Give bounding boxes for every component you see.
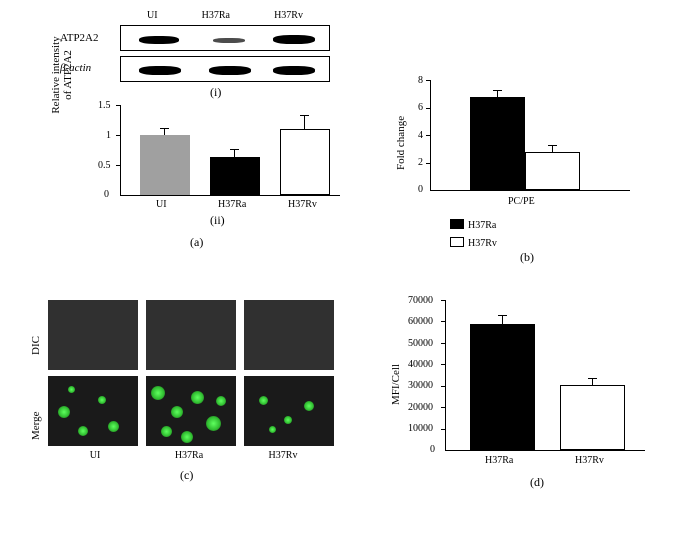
d-ytick-60k: 60000 xyxy=(408,316,433,327)
blot-col-headers: UI H37Ra H37Rv xyxy=(125,10,325,21)
b-ytick-6: 6 xyxy=(418,102,423,113)
b-bar-h37rv xyxy=(525,152,580,190)
b-ytick-0: 0 xyxy=(418,184,423,195)
d-ytick-40k: 40000 xyxy=(408,359,433,370)
legend-swatch-black xyxy=(450,219,464,229)
b-ytick-8: 8 xyxy=(418,75,423,86)
b-xaxis xyxy=(430,190,630,191)
c-row-dic: DIC xyxy=(30,336,42,355)
panel-b: 0 2 4 6 8 Fold change PC/PE H37Ra H37Rv … xyxy=(390,80,650,260)
d-bar-h37ra xyxy=(470,324,535,450)
c-merge-row xyxy=(48,376,334,451)
a-xtick-ui: UI xyxy=(156,199,167,210)
a-bar-h37ra xyxy=(210,157,260,195)
a-ytick-05: 0.5 xyxy=(98,160,111,171)
d-yaxis xyxy=(445,300,446,450)
b-legend: H37Ra H37Rv xyxy=(450,215,497,251)
c-col-labels: UI H37Ra H37Rv xyxy=(48,450,330,461)
d-xaxis xyxy=(445,450,645,451)
d-xtick-h37ra: H37Ra xyxy=(485,455,513,466)
a-bar-ui xyxy=(140,135,190,195)
panel-d: 0 10000 20000 30000 40000 50000 60000 70… xyxy=(390,300,660,500)
d-ytick-70k: 70000 xyxy=(408,295,433,306)
panel-a-barchart: 0 0.5 1 1.5 Relative intensity of ATP2A2… xyxy=(80,105,340,215)
b-xtick: PC/PE xyxy=(508,196,535,207)
blot-row2 xyxy=(120,56,330,82)
a-ylabel: Relative intensity of ATP2A2 xyxy=(50,30,74,120)
d-ytick-50k: 50000 xyxy=(408,338,433,349)
b-yaxis xyxy=(430,80,431,190)
blot-col-h37ra: H37Ra xyxy=(202,10,230,21)
b-legend-h37ra: H37Ra xyxy=(450,215,497,233)
blot-sublabel-i: (i) xyxy=(210,85,221,100)
a-xtick-h37ra: H37Ra xyxy=(218,199,246,210)
c-dic-row xyxy=(48,300,334,375)
band-h37ra-atp2a2 xyxy=(213,38,245,43)
b-bar-h37ra xyxy=(470,97,525,190)
a-sublabel-ii: (ii) xyxy=(210,213,225,228)
c-dic-h37rv xyxy=(244,300,334,370)
b-legend-h37rv: H37Rv xyxy=(450,233,497,251)
blot-col-h37rv: H37Rv xyxy=(274,10,303,21)
c-merge-ui xyxy=(48,376,138,446)
band-ui-actin xyxy=(139,66,181,75)
c-col-h37rv: H37Rv xyxy=(236,450,330,461)
panel-a-caption: (a) xyxy=(190,235,203,250)
blot-col-ui: UI xyxy=(147,10,158,21)
a-xtick-h37rv: H37Rv xyxy=(288,199,317,210)
band-ui-atp2a2 xyxy=(139,36,179,44)
legend-swatch-white xyxy=(450,237,464,247)
band-h37ra-actin xyxy=(209,66,251,75)
c-dic-h37ra xyxy=(146,300,236,370)
panel-c-caption: (c) xyxy=(180,468,193,483)
band-h37rv-atp2a2 xyxy=(273,35,315,44)
d-ytick-20k: 20000 xyxy=(408,402,433,413)
d-bar-h37rv xyxy=(560,385,625,450)
panel-b-caption: (b) xyxy=(520,250,534,265)
b-ytick-4: 4 xyxy=(418,130,423,141)
panel-d-caption: (d) xyxy=(530,475,544,490)
a-ytick-0: 0 xyxy=(104,189,109,200)
c-col-ui: UI xyxy=(48,450,142,461)
d-ytick-30k: 30000 xyxy=(408,380,433,391)
band-h37rv-actin xyxy=(273,66,315,75)
a-ytick-1: 1 xyxy=(106,130,111,141)
c-merge-h37ra xyxy=(146,376,236,446)
d-ytick-0: 0 xyxy=(430,444,435,455)
a-bar-h37rv xyxy=(280,129,330,195)
a-yaxis xyxy=(120,105,121,195)
d-ytick-10k: 10000 xyxy=(408,423,433,434)
c-col-h37ra: H37Ra xyxy=(142,450,236,461)
c-dic-ui xyxy=(48,300,138,370)
d-ylabel: MFI/Cell xyxy=(390,364,402,405)
blot-row1 xyxy=(120,25,330,51)
c-row-merge: Merge xyxy=(30,411,42,440)
d-xtick-h37rv: H37Rv xyxy=(575,455,604,466)
c-merge-h37rv xyxy=(244,376,334,446)
a-ytick-15: 1.5 xyxy=(98,100,111,111)
b-ytick-2: 2 xyxy=(418,157,423,168)
a-xaxis xyxy=(120,195,340,196)
b-ylabel: Fold change xyxy=(395,116,407,170)
